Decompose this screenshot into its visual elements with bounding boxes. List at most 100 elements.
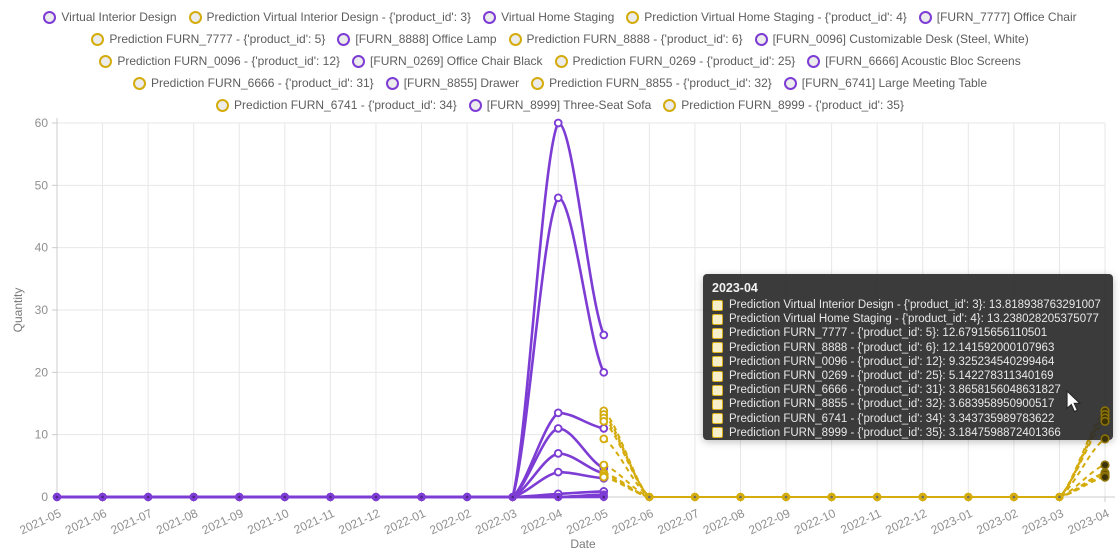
y-tick-label: 20 [35, 365, 49, 379]
prediction-circle-icon [554, 54, 568, 68]
tooltip-row-text: Prediction Virtual Interior Design - {'p… [729, 299, 1101, 312]
tooltip-row-text: Prediction FURN_8999 - {'product_id': 35… [729, 426, 1061, 439]
series-circle-icon [783, 76, 797, 90]
x-tick-label: 2023-01 [929, 506, 975, 537]
data-point-core [784, 495, 788, 499]
x-tick-label: 2022-05 [564, 506, 610, 537]
legend-row: Virtual Interior Design Prediction Virtua… [0, 9, 1120, 25]
data-point-core [237, 495, 241, 499]
data-point-core [192, 495, 195, 499]
x-tick-label: 2022-02 [428, 506, 474, 537]
data-point-core [283, 495, 287, 499]
legend-item-label: Prediction FURN_8888 - {'product_id': 6} [526, 32, 743, 46]
legend-item-label: Prediction FURN_0096 - {'product_id': 12… [117, 54, 341, 68]
hover-tooltip: 2023-04 Prediction Virtual Interior Desi… [703, 274, 1113, 440]
x-tick-label: 2021-11 [292, 506, 337, 537]
legend-item[interactable]: Prediction FURN_6666 - {'product_id': 31… [132, 76, 374, 90]
series-circle-icon [43, 10, 57, 24]
legend-item-label: Prediction FURN_7777 - {'product_id': 5} [109, 32, 326, 46]
data-point-core [420, 495, 423, 499]
chart-legend: Virtual Interior Design Prediction Virtua… [0, 9, 1120, 113]
legend-item[interactable]: Prediction FURN_0269 - {'product_id': 25… [554, 54, 795, 68]
x-tick-label: 2022-09 [746, 506, 792, 537]
legend-item[interactable]: Prediction FURN_6741 - {'product_id': 34… [216, 98, 457, 112]
tooltip-row: Prediction FURN_6666 - {'product_id': 31… [712, 383, 1104, 397]
legend-item-label: Prediction FURN_6666 - {'product_id': 31… [150, 76, 374, 90]
data-point-marker [599, 330, 609, 340]
legend-item[interactable]: [FURN_0096] Customizable Desk (Steel, Wh… [754, 32, 1029, 46]
legend-item[interactable]: [FURN_8999] Three-Seat Sofa [468, 98, 652, 112]
series-line [603, 438, 1106, 499]
legend-item[interactable]: Prediction FURN_8888 - {'product_id': 6} [508, 32, 743, 46]
legend-item[interactable]: [FURN_7777] Office Chair [918, 10, 1077, 24]
legend-item[interactable]: [FURN_8888] Office Lamp [337, 32, 497, 46]
legend-item-label: Virtual Interior Design [61, 10, 177, 24]
legend-item[interactable]: [FURN_6741] Large Meeting Table [783, 76, 988, 90]
x-tick-label: 2023-04 [1065, 506, 1111, 537]
x-axis-title: Date [570, 537, 596, 551]
prediction-square-icon [712, 299, 723, 311]
legend-item-label: [FURN_7777] Office Chair [936, 10, 1077, 24]
data-point-marker [599, 472, 609, 482]
legend-item[interactable]: [FURN_0269] Office Chair Black [352, 54, 543, 68]
series-circle-icon [483, 10, 497, 24]
legend-item[interactable]: Prediction Virtual Home Staging - {'prod… [626, 10, 907, 24]
legend-item[interactable]: Virtual Home Staging [483, 10, 614, 24]
series-line [603, 471, 1106, 499]
series-circle-icon [468, 98, 482, 112]
x-tick-label: 2023-02 [974, 506, 1020, 537]
x-tick-label: 2021-07 [109, 506, 155, 537]
x-tick-label: 2021-08 [154, 506, 200, 537]
legend-row: Prediction FURN_0096 - {'product_id': 12… [0, 53, 1120, 69]
x-tick-label: 2021-10 [245, 506, 291, 537]
x-tick-label: 2022-12 [883, 506, 929, 537]
tooltip-row: Prediction FURN_0096 - {'product_id': 12… [712, 355, 1104, 369]
series-line [603, 476, 1106, 499]
legend-item-label: [FURN_0269] Office Chair Black [370, 54, 543, 68]
legend-item-label: [FURN_6741] Large Meeting Table [801, 76, 988, 90]
tooltip-row: Prediction FURN_8888 - {'product_id': 6}… [712, 341, 1104, 355]
data-point-core [511, 495, 514, 499]
prediction-circle-icon [132, 76, 146, 90]
data-point-marker [553, 424, 563, 433]
data-point-core [739, 495, 742, 499]
legend-item[interactable]: Prediction FURN_8855 - {'product_id': 32… [531, 76, 772, 90]
data-point-core [693, 495, 697, 499]
series-line [603, 463, 1106, 499]
series-markers [52, 118, 1064, 502]
legend-row: Prediction FURN_7777 - {'product_id': 5}… [0, 31, 1120, 47]
data-point-core [146, 495, 150, 499]
prediction-square-icon [712, 427, 723, 439]
legend-item[interactable]: Prediction FURN_0096 - {'product_id': 12… [99, 54, 340, 68]
y-axis-title: Quantity [11, 287, 25, 333]
series-line [603, 473, 1106, 499]
data-point-core [830, 495, 833, 499]
prediction-circle-icon [531, 76, 545, 90]
legend-item[interactable]: Virtual Interior Design [43, 10, 177, 24]
legend-item[interactable]: Prediction FURN_7777 - {'product_id': 5} [91, 32, 325, 46]
y-tick-label: 0 [41, 490, 48, 504]
legend-item[interactable]: [FURN_8855] Drawer [385, 76, 519, 90]
legend-item[interactable]: Prediction FURN_8999 - {'product_id': 35… [663, 98, 904, 112]
data-point-core [101, 495, 104, 499]
legend-item-label: Prediction Virtual Interior Design - {'p… [206, 10, 472, 24]
prediction-circle-icon [508, 32, 522, 46]
x-tick-label: 2021-12 [336, 506, 382, 537]
x-tick-label: 2022-01 [382, 506, 428, 537]
tooltip-row-text: Prediction FURN_8888 - {'product_id': 6}… [729, 341, 1055, 354]
series-circle-icon [918, 10, 932, 24]
legend-item-label: Prediction FURN_8999 - {'product_id': 35… [681, 98, 904, 112]
data-point-core [55, 495, 59, 499]
prediction-square-icon [712, 327, 723, 339]
prediction-square-icon [712, 370, 723, 382]
tooltip-row-text: Prediction Virtual Home Staging - {'prod… [729, 313, 1099, 326]
legend-item[interactable]: [FURN_6666] Acoustic Bloc Screens [807, 54, 1021, 68]
x-tick-label: 2022-10 [792, 506, 838, 537]
legend-item-label: [FURN_8999] Three-Seat Sofa [486, 98, 652, 112]
legend-item[interactable]: Prediction Virtual Interior Design - {'p… [188, 10, 472, 24]
data-point-core [556, 495, 560, 499]
tooltip-row-text: Prediction FURN_0269 - {'product_id': 25… [729, 370, 1054, 383]
series-circle-icon [807, 54, 821, 68]
data-point-core [374, 495, 378, 499]
